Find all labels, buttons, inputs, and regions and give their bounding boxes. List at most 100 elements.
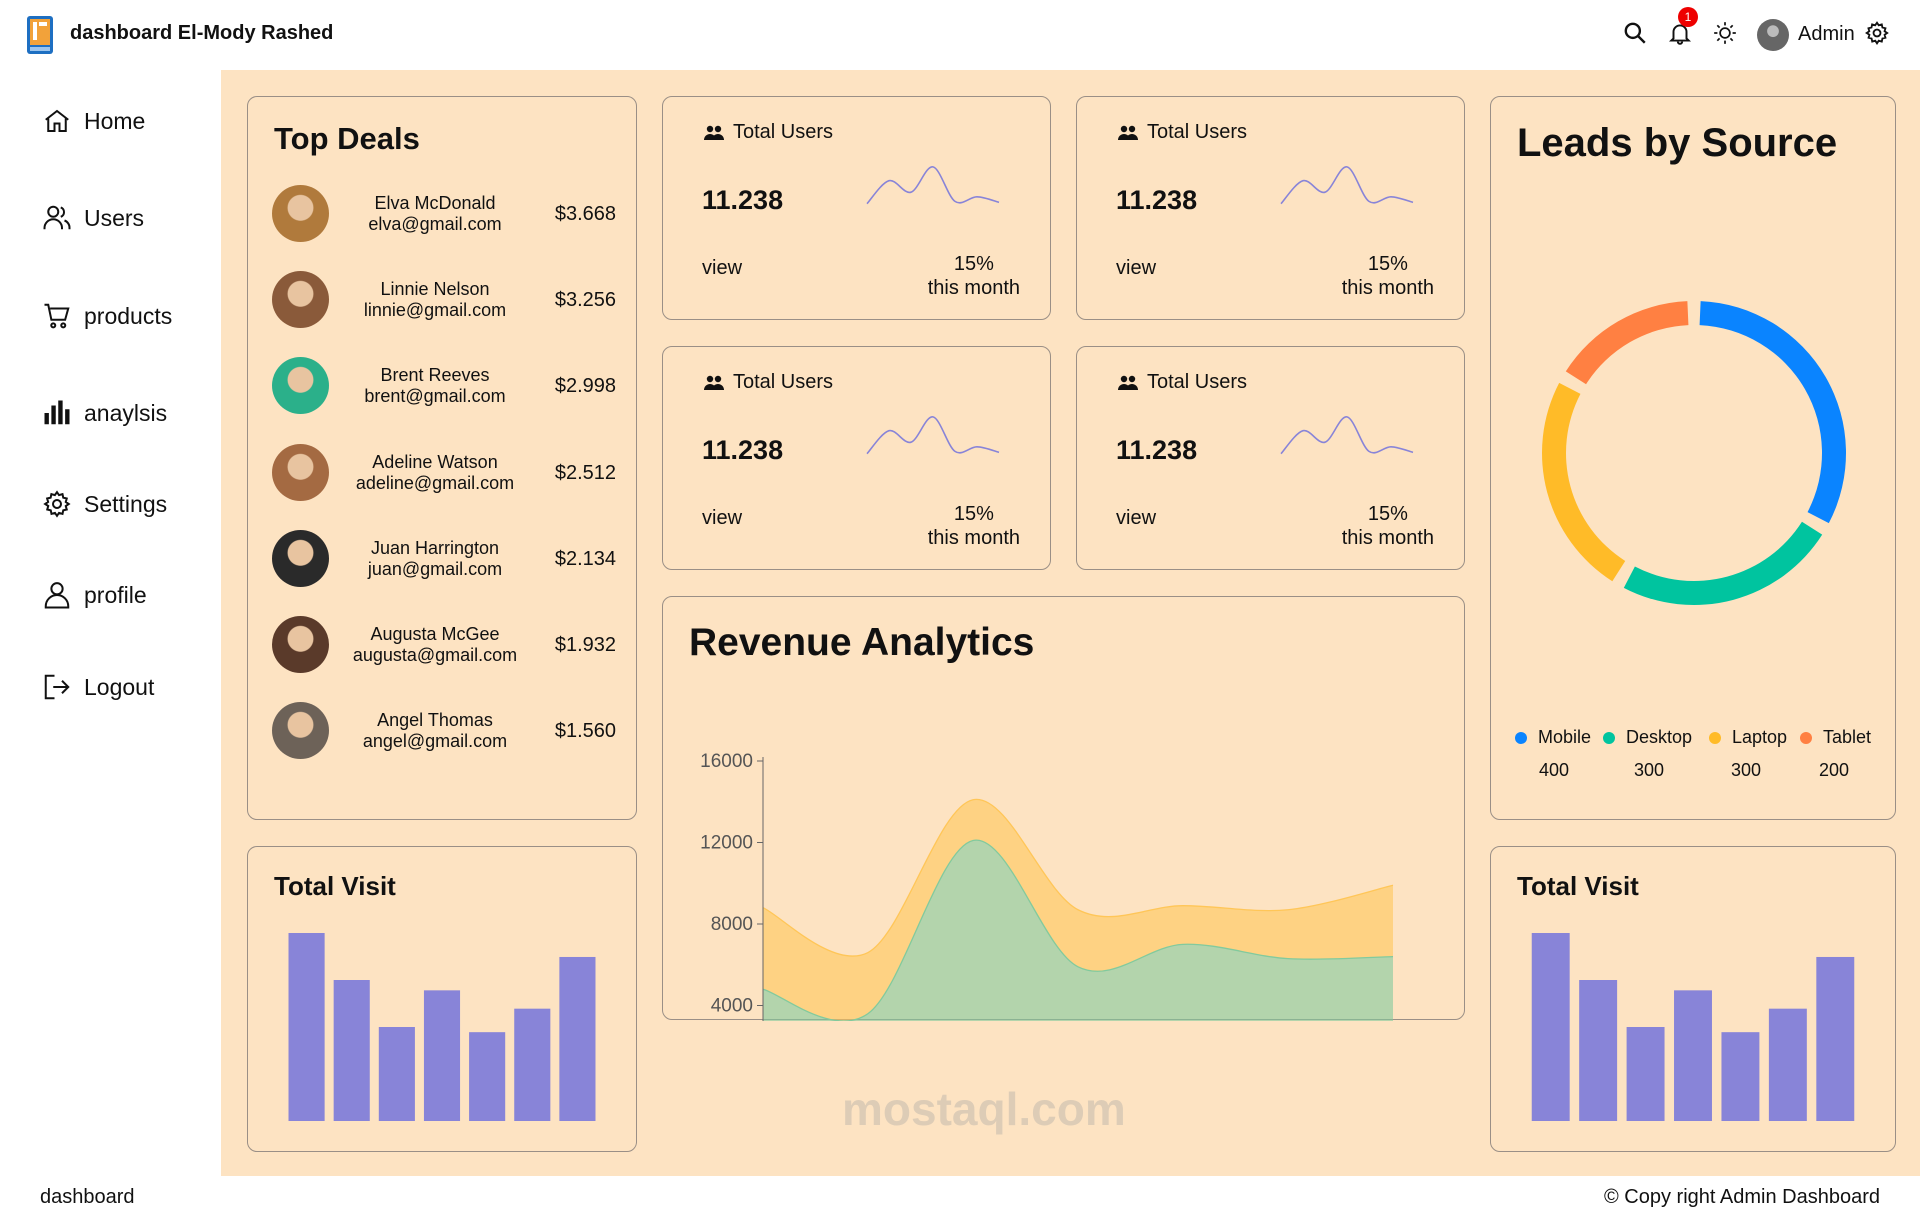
legend-value-tablet: 200 xyxy=(1819,760,1850,780)
deal-amount: $1.560 xyxy=(554,720,616,743)
deal-row[interactable]: Angel Thomas angel@gmail.com $1.560 xyxy=(272,702,616,760)
sidebar-item-home[interactable]: Home xyxy=(42,104,145,138)
y-tick-label: 16000 xyxy=(700,751,753,772)
user-avatar[interactable] xyxy=(1757,19,1789,51)
top-deals-card: Top Deals Elva McDonald elva@gmail.com $3.… xyxy=(247,96,637,820)
sidebar-item-products[interactable]: products xyxy=(42,299,172,333)
total-visit-title: Total Visit xyxy=(274,871,396,901)
sidebar-item-logout[interactable]: Logout xyxy=(42,670,154,704)
sidebar-item-label: profile xyxy=(84,581,147,608)
area-series xyxy=(763,840,1393,1021)
user-name[interactable]: Admin xyxy=(1798,23,1855,45)
view-link[interactable]: view xyxy=(1116,257,1157,279)
deal-avatar xyxy=(272,357,329,415)
sidebar-item-profile[interactable]: profile xyxy=(42,578,147,612)
deal-row[interactable]: Augusta McGee augusta@gmail.com $1.932 xyxy=(272,616,616,674)
total-visit-title: Total Visit xyxy=(1517,871,1639,901)
legend-item-desktop: Desktop xyxy=(1603,727,1692,748)
stat-percent: 15% this month xyxy=(927,503,1020,549)
logout-icon xyxy=(44,674,70,700)
deal-row[interactable]: Adeline Watson adeline@gmail.com $2.512 xyxy=(272,443,616,502)
deal-avatar xyxy=(272,443,329,501)
leads-title: Leads by Source xyxy=(1517,121,1838,165)
sun-icon[interactable] xyxy=(1712,20,1738,46)
deal-contact: Linnie Nelson linnie@gmail.com xyxy=(330,279,540,321)
deal-amount: $2.998 xyxy=(554,375,616,398)
deal-contact: Brent Reeves brent@gmail.com xyxy=(330,365,540,407)
deal-email: linnie@gmail.com xyxy=(363,300,507,321)
stat-value: 11.238 xyxy=(1116,435,1198,465)
app-logo-icon xyxy=(27,16,53,54)
sidebar-item-label: products xyxy=(84,302,173,329)
footer-copyright: © Copy right Admin Dashboard xyxy=(1604,1186,1880,1208)
app-title: dashboard El-Mody Rashed xyxy=(70,22,334,44)
stat-value: 11.238 xyxy=(702,185,784,215)
settings-gear-icon[interactable] xyxy=(1864,20,1890,46)
sparkline-chart xyxy=(1280,416,1414,455)
deal-row[interactable]: Brent Reeves brent@gmail.com $2.998 xyxy=(272,357,616,415)
legend-dot xyxy=(1800,731,1812,744)
stat-value: 11.238 xyxy=(1116,185,1198,215)
sparkline-path xyxy=(866,416,1000,455)
visit-bar xyxy=(423,990,461,1121)
deal-name: Elva McDonald xyxy=(374,193,496,213)
users-group-icon xyxy=(704,375,724,390)
visit-bar xyxy=(469,1032,506,1121)
donut-slice-laptop xyxy=(1542,382,1626,582)
legend-item-mobile: Mobile xyxy=(1515,727,1591,748)
area-series-line xyxy=(762,839,1394,1021)
deal-row[interactable]: Linnie Nelson linnie@gmail.com $3.256 xyxy=(272,271,616,329)
view-link[interactable]: view xyxy=(702,257,743,279)
user-icon xyxy=(44,582,70,609)
users-group-icon xyxy=(704,125,724,140)
donut-slice-mobile xyxy=(1699,301,1846,524)
deal-contact: Angel Thomas angel@gmail.com xyxy=(330,710,540,752)
area-series-line xyxy=(762,799,1394,957)
deal-name: Linnie Nelson xyxy=(380,279,490,300)
deal-amount: $3.256 xyxy=(554,289,616,312)
search-icon[interactable] xyxy=(1622,20,1648,46)
sparkline-path xyxy=(866,166,1000,205)
legend-dot xyxy=(1709,731,1721,744)
deal-avatar xyxy=(272,702,329,760)
cart-icon xyxy=(44,303,70,329)
total-visit-card: Total Visit xyxy=(247,846,637,1152)
stat-card: Total Users 11.238 view 15% this month xyxy=(662,346,1051,570)
legend-item-tablet: Tablet xyxy=(1800,727,1871,748)
visit-bar xyxy=(1674,990,1712,1121)
sidebar-item-anaylsis[interactable]: anaylsis xyxy=(42,396,167,430)
gear-icon xyxy=(43,490,71,518)
stat-value: 11.238 xyxy=(702,435,784,465)
view-link[interactable]: view xyxy=(1116,507,1157,529)
visit-bar xyxy=(1721,1032,1760,1121)
visit-bar xyxy=(1768,1008,1807,1121)
stat-percent: 15% this month xyxy=(927,253,1020,299)
sidebar-item-settings[interactable]: Settings xyxy=(42,487,167,521)
deal-row[interactable]: Elva McDonald elva@gmail.com $3.668 xyxy=(272,185,616,243)
sidebar-item-users[interactable]: Users xyxy=(42,201,144,235)
deal-name: Adeline Watson xyxy=(372,451,498,472)
deal-email: angel@gmail.com xyxy=(362,731,508,752)
total-visit-bar-chart xyxy=(1531,933,1855,1121)
stat-card: Total Users 11.238 view 15% this month xyxy=(1076,96,1465,320)
visit-bar xyxy=(378,1027,415,1121)
sparkline-chart xyxy=(866,166,1000,205)
stat-label: Total Users xyxy=(1117,121,1247,144)
sidebar-item-label: anaylsis xyxy=(84,399,168,426)
bell-icon[interactable] xyxy=(1667,20,1693,46)
stat-label: Total Users xyxy=(703,121,833,144)
sparkline-path xyxy=(1280,166,1414,205)
visit-bar xyxy=(1531,933,1570,1121)
deal-amount: $3.668 xyxy=(554,203,616,225)
total-visit-card: Total Visit xyxy=(1490,846,1896,1152)
revenue-title: Revenue Analytics xyxy=(689,621,1035,664)
deal-contact: Elva McDonald elva@gmail.com xyxy=(330,193,540,235)
donut-slice-desktop xyxy=(1623,521,1823,605)
visit-bar xyxy=(559,956,596,1121)
view-link[interactable]: view xyxy=(702,507,743,529)
deal-email: adeline@gmail.com xyxy=(355,472,515,493)
deal-name: Juan Harrington xyxy=(370,537,500,558)
revenue-area-chart: 0400080001200016000SunMonTueWedThuFriSat xyxy=(700,751,1394,1021)
leads-by-source-card: Leads by Source Mobile Desktop Laptop Ta… xyxy=(1490,96,1896,820)
deal-row[interactable]: Juan Harrington juan@gmail.com $2.134 xyxy=(272,529,616,588)
